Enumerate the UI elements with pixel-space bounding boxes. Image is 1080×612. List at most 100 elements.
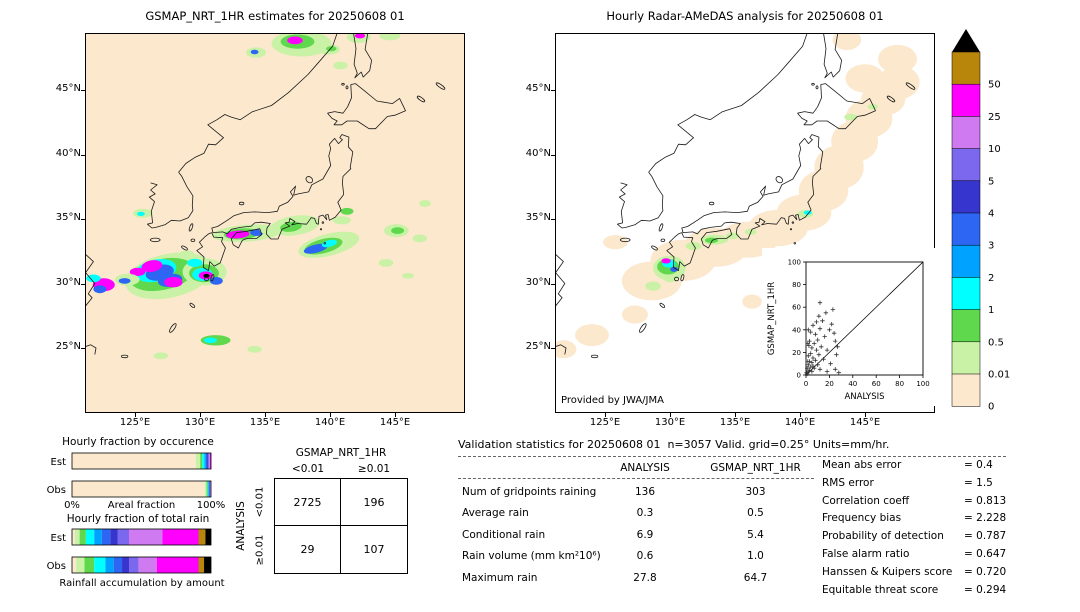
inset-xlabel: ANALYSIS <box>844 392 884 402</box>
validation-value-gsmap: 5.4 <box>747 528 764 541</box>
bar-segment <box>113 557 123 573</box>
colorbar-segment <box>951 148 981 182</box>
island-outline <box>305 176 313 184</box>
x-tick-label: 100 <box>916 380 929 388</box>
precip-blob <box>287 36 303 45</box>
stat-name: RMS error <box>822 476 874 489</box>
contingency-cell-10: 29 <box>275 526 341 573</box>
lat-tick-mark <box>551 348 555 350</box>
bar-row-label: Obs <box>47 561 66 572</box>
coastline <box>700 228 733 249</box>
precip-blob <box>250 49 259 55</box>
precip-blob <box>878 65 920 100</box>
colorbar-tick-label: 0.5 <box>988 337 1004 348</box>
lat-tick-label: 40°N <box>525 147 551 159</box>
precip-blob <box>93 285 107 294</box>
stat-value: = 0.294 <box>964 583 1007 596</box>
precip-blob <box>878 44 917 74</box>
total-rain-caption: Rainfall accumulation by amount <box>59 578 225 589</box>
validation-stat-line: Hanssen & Kuipers score = 0.720 <box>822 566 1006 578</box>
validation-value-gsmap: 64.7 <box>743 571 768 584</box>
contingency-cell-11: 107 <box>363 543 385 556</box>
island-outline <box>789 228 793 231</box>
y-tick-label: 80 <box>792 281 801 289</box>
contingency-table: 2725 196 29 107 <box>274 478 408 574</box>
validation-col-analysis: ANALYSIS <box>620 462 670 474</box>
coastline <box>196 232 226 271</box>
precip-blob <box>685 242 702 251</box>
contingency-cell-00: 2725 <box>275 479 341 526</box>
stat-value: = 0.4 <box>964 459 993 471</box>
validation-value-gsmap: 0.5 <box>747 507 764 520</box>
bar-segment <box>162 529 199 545</box>
colorbar-segment <box>951 341 981 375</box>
y-tick-label: 100 <box>788 259 801 267</box>
island-outline <box>639 323 647 333</box>
island-outline <box>590 354 599 359</box>
colorbar-tick-label: 3 <box>988 241 994 252</box>
lon-tick-mark <box>265 413 267 417</box>
x-tick-label: 0 <box>804 380 808 388</box>
validation-value-analysis: 6.9 <box>636 528 654 541</box>
bar-segment <box>195 453 201 469</box>
bar-segment <box>198 557 205 573</box>
right-map-title: Hourly Radar-AMeDAS analysis for 2025060… <box>606 9 884 23</box>
contingency-col-label-0: <0.01 <box>291 463 325 475</box>
dashed-divider <box>458 478 814 479</box>
precip-blob <box>333 61 348 70</box>
colorbar-tick-label: 25 <box>988 112 1001 123</box>
colorbar-overflow-triangle <box>952 29 980 52</box>
y-tick-label: 40 <box>792 326 801 334</box>
precip-blob <box>86 274 101 283</box>
stat-value: = 0.647 <box>964 548 1007 560</box>
occurrence-xtick-100: 100% <box>196 500 226 511</box>
island-outline <box>659 302 666 308</box>
island-outline <box>708 201 715 206</box>
colorbar-tick-label: 2 <box>988 273 994 284</box>
coastline <box>85 253 96 307</box>
validation-stat-line: Equitable threat score = 0.294 <box>822 584 1006 596</box>
bar-row-label: Obs <box>47 485 66 496</box>
colorbar-tick-label: 1 <box>988 305 994 316</box>
lat-tick-mark <box>551 154 555 156</box>
island-outline <box>321 221 325 224</box>
colorbar-tick-label: 0.01 <box>988 370 1010 381</box>
bar-segment <box>84 557 95 573</box>
coastline <box>211 134 354 240</box>
precip-blob <box>419 200 431 207</box>
validation-title: Validation statistics for 20250608 01 n=… <box>458 438 890 451</box>
lat-tick-label: 40°N <box>55 147 81 159</box>
lat-tick-mark <box>81 90 85 92</box>
bar-segment <box>79 529 86 545</box>
validation-stat-line: Frequency bias = 2.228 <box>822 512 1006 524</box>
stat-name: Correlation coeff <box>822 494 910 507</box>
coastline <box>178 33 338 173</box>
precip-blob <box>326 46 337 52</box>
coastline <box>617 172 664 229</box>
coastline <box>327 83 406 130</box>
occurrence-xtick-0: 0% <box>64 500 80 511</box>
island-outline <box>181 245 188 251</box>
precip-blob <box>645 281 661 291</box>
lat-tick-label: 35°N <box>525 212 551 224</box>
bar-segment <box>198 529 206 545</box>
colorbar-segment <box>951 180 981 214</box>
stat-value: = 0.787 <box>964 530 1007 543</box>
bar-segment <box>202 453 205 469</box>
bar-segment <box>72 453 196 469</box>
map-content <box>555 33 920 359</box>
lon-tick-label: 145°E <box>849 417 881 428</box>
validation-stat-line: Probability of detection = 0.787 <box>822 530 1006 542</box>
map-frame <box>555 33 935 413</box>
left-map-title: GSMAP_NRT_1HR estimates for 20250608 01 <box>145 9 405 23</box>
colorbar-segment <box>951 373 981 407</box>
colorbar-tick-label: 10 <box>988 144 1001 155</box>
lat-tick-label: 35°N <box>55 212 81 224</box>
lat-tick-mark <box>81 219 85 221</box>
colorbar-tick-label: 5 <box>988 176 994 187</box>
bar-segment <box>205 529 211 545</box>
bar-segment <box>128 557 139 573</box>
bar-segment <box>105 557 114 573</box>
precip-blob <box>832 33 862 50</box>
bar-segment <box>74 529 80 545</box>
